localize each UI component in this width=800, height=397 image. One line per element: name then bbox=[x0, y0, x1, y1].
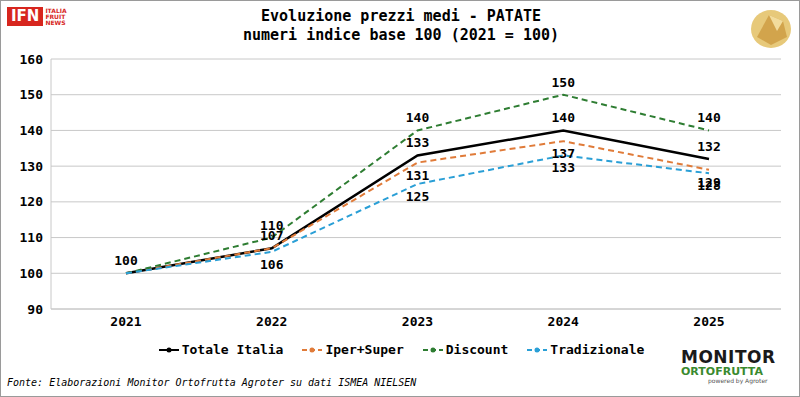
svg-text:140: 140 bbox=[406, 110, 430, 125]
svg-text:2024: 2024 bbox=[548, 314, 579, 329]
svg-text:125: 125 bbox=[406, 189, 429, 204]
svg-text:130: 130 bbox=[20, 159, 44, 174]
html-text:MONITOR: MONITOR bbox=[681, 347, 776, 367]
svg-text:100: 100 bbox=[114, 253, 138, 268]
svg-text:140: 140 bbox=[20, 123, 44, 138]
svg-text:110: 110 bbox=[20, 230, 44, 245]
svg-text:128: 128 bbox=[697, 178, 721, 193]
svg-text:120: 120 bbox=[20, 194, 44, 209]
svg-text:90: 90 bbox=[27, 302, 43, 317]
html-text:Tradizionale: Tradizionale bbox=[550, 342, 645, 357]
svg-text:2025: 2025 bbox=[693, 314, 724, 329]
svg-text:140: 140 bbox=[552, 110, 576, 125]
html-text:Fonte: Elaborazioni Monitor Or: Fonte: Elaborazioni Monitor Ortofrutta A… bbox=[7, 377, 417, 388]
svg-text:107: 107 bbox=[260, 228, 284, 244]
html-text:Discount: Discount bbox=[445, 342, 509, 357]
svg-text:131: 131 bbox=[406, 168, 430, 183]
html-text:Iper+Super: Iper+Super bbox=[325, 342, 404, 357]
html-text:numeri indice base 100 (2021 =: numeri indice base 100 (2021 = 100) bbox=[243, 26, 559, 44]
svg-text:2021: 2021 bbox=[110, 314, 141, 329]
html-text:ITALIA: ITALIA bbox=[45, 6, 67, 14]
svg-text:132: 132 bbox=[697, 139, 720, 154]
html-text:NEWS: NEWS bbox=[45, 18, 66, 26]
svg-text:160: 160 bbox=[20, 52, 44, 67]
svg-text:133: 133 bbox=[552, 160, 575, 175]
html-text:ORTOFRUTTA: ORTOFRUTTA bbox=[681, 365, 763, 378]
svg-text:150: 150 bbox=[20, 87, 44, 102]
svg-text:150: 150 bbox=[552, 75, 576, 90]
svg-text:133: 133 bbox=[406, 135, 429, 150]
svg-text:110: 110 bbox=[260, 218, 284, 233]
html-text:Totale Italia: Totale Italia bbox=[181, 342, 284, 357]
svg-text:140: 140 bbox=[697, 110, 721, 125]
html-text:IFN: IFN bbox=[11, 7, 40, 25]
svg-text:100: 100 bbox=[20, 266, 44, 281]
html-text:powered by Agroter: powered by Agroter bbox=[708, 377, 768, 384]
html-text:Evoluzione prezzi medi - PATAT: Evoluzione prezzi medi - PATATE bbox=[261, 7, 541, 25]
svg-text:137: 137 bbox=[552, 146, 575, 161]
svg-text:106: 106 bbox=[260, 257, 284, 272]
svg-text:2022: 2022 bbox=[256, 314, 287, 329]
html-text:FRUIT: FRUIT bbox=[45, 12, 66, 20]
svg-text:2023: 2023 bbox=[402, 314, 433, 329]
